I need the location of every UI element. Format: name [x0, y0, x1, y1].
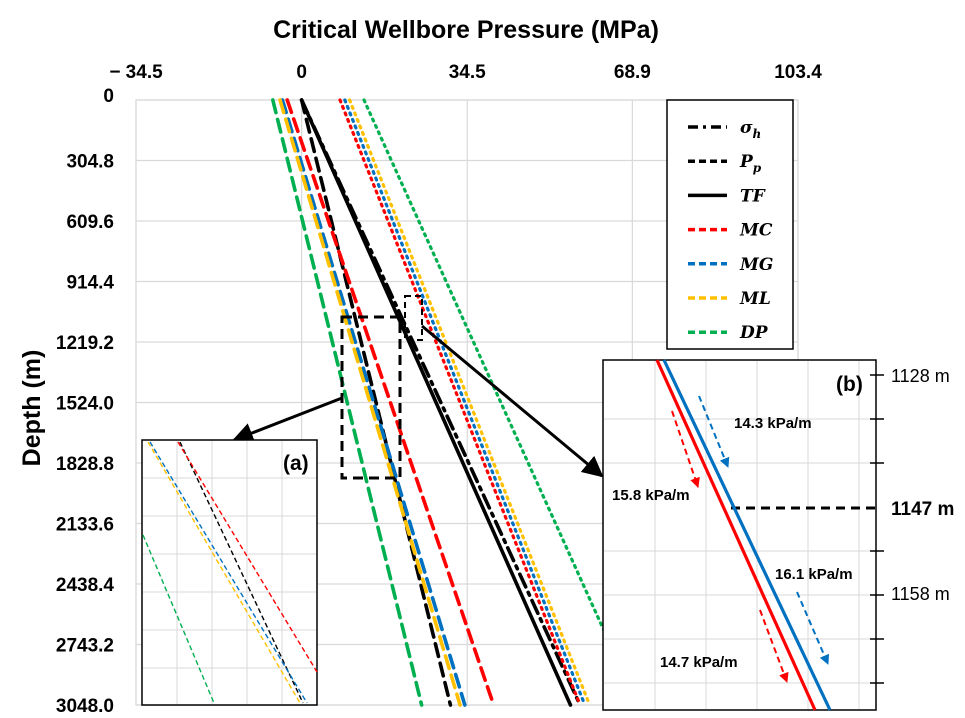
series-line-dotted — [338, 98, 582, 707]
inset-a-series-line — [177, 441, 318, 673]
y-tick-label: 914.4 — [66, 273, 114, 294]
inset-b-label: (b) — [836, 373, 863, 396]
y-tick-label: 0 — [103, 86, 114, 107]
annotation-14-7: 14.7 kPa/m — [660, 654, 738, 671]
depth-label-1158: 1158 m — [891, 584, 950, 604]
legend-box — [666, 99, 794, 350]
legend-label: MG — [739, 255, 773, 275]
inset-a-series-line — [147, 441, 301, 704]
inset-b-series-blue — [662, 359, 832, 711]
legend-label: ML — [739, 289, 771, 309]
x-tick-label: 34.5 — [449, 62, 486, 83]
series-line-ml — [278, 98, 462, 707]
arrow-to-inset-b — [421, 324, 604, 478]
y-tick-label: 1828.8 — [56, 454, 114, 475]
x-tick-label: 0 — [296, 62, 307, 83]
y-tick-label: 304.8 — [66, 152, 114, 173]
inset-b-depth-axis — [870, 374, 884, 684]
y-tick-label: 1219.2 — [56, 333, 114, 354]
inset-a-series-line — [179, 441, 304, 704]
series-line-dotted — [343, 98, 587, 707]
chart-title: Critical Wellbore Pressure (MPa) — [273, 16, 659, 44]
inset-a-series-line — [142, 534, 215, 704]
series-line-pp — [299, 98, 453, 707]
series-line-mc — [285, 98, 496, 707]
inset-a-series-line — [149, 441, 308, 704]
series-line-mg — [280, 98, 467, 707]
y-tick-label: 2438.4 — [56, 575, 115, 596]
y-tick-label: 1524.0 — [56, 394, 114, 415]
inset-b-series-red — [655, 359, 817, 711]
y-tick-label: 3048.0 — [56, 696, 114, 717]
legend-label: TF — [740, 186, 767, 206]
depth-label-1147: 1147 m — [891, 499, 954, 520]
y-tick-label: 609.6 — [66, 212, 114, 233]
depth-label-1128: 1128 m — [891, 366, 950, 386]
red-arrow-lower — [759, 609, 789, 683]
series-line-dotted — [348, 98, 592, 707]
blue-arrow-upper — [698, 395, 730, 468]
red-arrow-upper — [671, 410, 700, 488]
blue-arrow-lower — [796, 591, 830, 665]
annotation-16-1: 16.1 kPa/m — [775, 566, 853, 583]
x-tick-label: 68.9 — [614, 62, 651, 83]
y-tick-label: 2133.6 — [56, 515, 114, 536]
inset-b: (b) 14.3 kPa/m 15.8 kPa/m 16.1 kPa/m 14.… — [602, 359, 954, 711]
series-line-tf — [299, 98, 573, 707]
inset-b-frame — [602, 359, 877, 711]
annotation-15-8: 15.8 kPa/m — [612, 487, 690, 504]
inset-a-frame — [141, 439, 318, 706]
x-tick-labels: − 34.5 0 34.5 68.9 103.4 — [109, 62, 822, 83]
legend-label: MC — [739, 221, 773, 241]
series-line-dp — [271, 98, 424, 707]
inset-a: (a) — [141, 439, 318, 706]
y-tick-labels: 0 304.8 609.6 914.4 1219.2 1524.0 1828.8 2133.6… — [56, 86, 115, 717]
arrow-to-inset-a — [232, 396, 343, 443]
y-axis-label: Depth (m) — [18, 350, 46, 467]
annotation-14-3: 14.3 kPa/m — [734, 415, 812, 432]
data-series — [271, 98, 640, 707]
zoom-box-a — [340, 315, 402, 480]
y-tick-label: 2743.2 — [56, 636, 114, 657]
x-tick-label: 103.4 — [774, 62, 822, 83]
inset-a-label: (a) — [283, 452, 309, 475]
x-tick-label: − 34.5 — [109, 62, 163, 83]
legend-label: DP — [739, 323, 769, 343]
zoom-box-b — [404, 295, 423, 341]
series-line-dotted — [362, 98, 640, 707]
